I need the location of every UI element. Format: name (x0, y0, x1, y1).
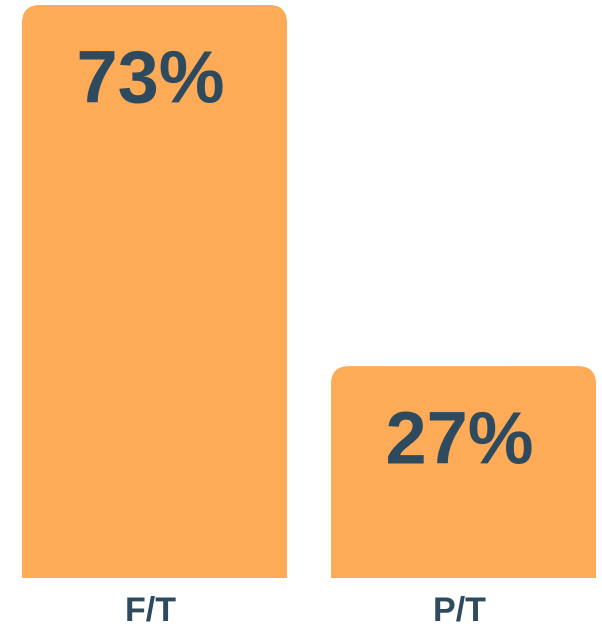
category-label: P/T (433, 591, 486, 629)
category-label: F/T (125, 591, 176, 629)
value-label: 27% (385, 397, 533, 480)
bar (331, 366, 596, 578)
value-label: 73% (76, 36, 224, 119)
bar (22, 5, 287, 578)
